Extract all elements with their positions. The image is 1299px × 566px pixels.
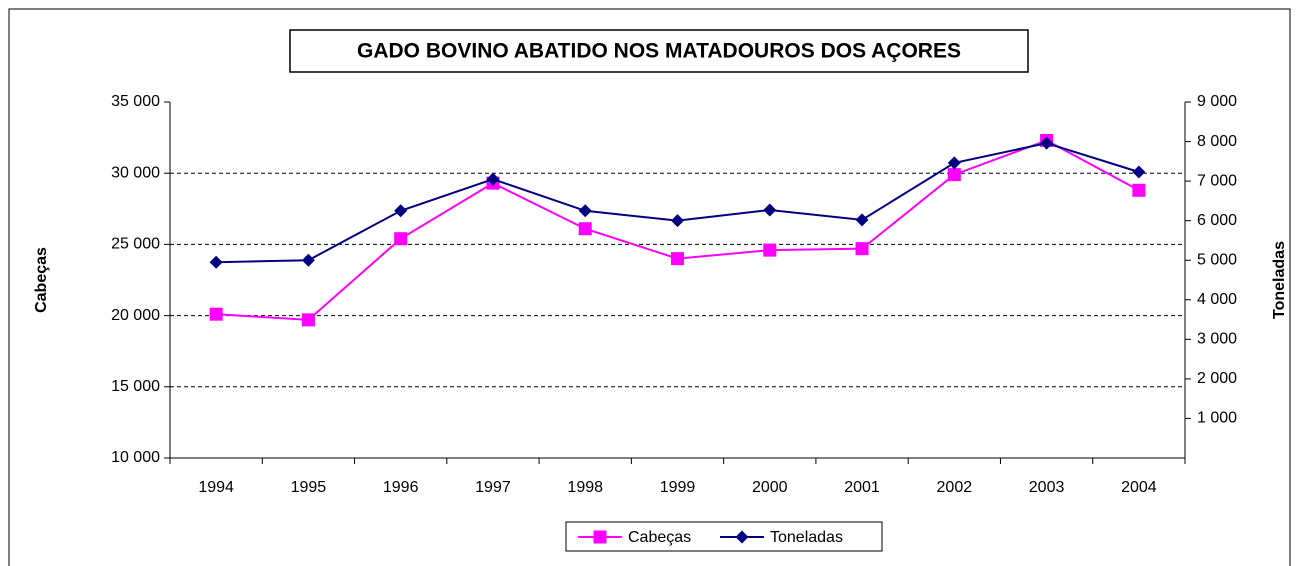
x-tick-label: 1996 bbox=[383, 479, 419, 496]
y2-tick-label: 9 000 bbox=[1197, 93, 1237, 110]
data-point bbox=[486, 172, 500, 186]
y-tick-label: 20 000 bbox=[111, 307, 160, 324]
data-point bbox=[578, 222, 592, 236]
y2-tick-label: 8 000 bbox=[1197, 133, 1237, 150]
x-tick-label: 1995 bbox=[291, 479, 327, 496]
data-point bbox=[947, 168, 961, 182]
data-point bbox=[855, 213, 869, 227]
data-point bbox=[394, 232, 408, 246]
y-tick-label: 30 000 bbox=[111, 164, 160, 181]
legend-marker bbox=[593, 530, 607, 544]
data-point bbox=[301, 253, 315, 267]
x-tick-label: 1999 bbox=[660, 479, 696, 496]
data-point bbox=[671, 252, 684, 266]
data-point bbox=[394, 204, 408, 218]
y-tick-label: 15 000 bbox=[111, 378, 160, 395]
legend-label: Cabeças bbox=[628, 529, 691, 546]
y2-tick-label: 7 000 bbox=[1197, 172, 1237, 189]
x-tick-label: 1994 bbox=[198, 479, 234, 496]
legend-marker bbox=[735, 530, 749, 544]
x-tick-label: 1998 bbox=[567, 479, 603, 496]
x-tick-label: 2000 bbox=[752, 479, 788, 496]
x-tick-label: 1997 bbox=[475, 479, 511, 496]
title-box bbox=[289, 29, 1029, 73]
data-point bbox=[947, 156, 961, 170]
legend-label: Toneladas bbox=[770, 529, 843, 546]
data-point bbox=[209, 255, 223, 269]
y2-tick-label: 6 000 bbox=[1197, 212, 1237, 229]
data-point bbox=[1132, 183, 1146, 197]
y2-tick-label: 5 000 bbox=[1197, 251, 1237, 268]
series-line bbox=[216, 139, 1140, 321]
data-point bbox=[671, 214, 684, 228]
data-point bbox=[1132, 165, 1146, 179]
chart-border bbox=[8, 8, 1291, 566]
x-tick-label: 2004 bbox=[1121, 479, 1157, 496]
data-point bbox=[301, 313, 315, 327]
x-tick-label: 2003 bbox=[1029, 479, 1065, 496]
data-point bbox=[763, 203, 777, 217]
y2-tick-label: 1 000 bbox=[1197, 410, 1237, 427]
data-point bbox=[855, 242, 869, 256]
data-point bbox=[1040, 136, 1054, 150]
y-tick-label: 35 000 bbox=[111, 93, 160, 110]
data-point bbox=[209, 307, 223, 321]
y2-axis-title: Toneladas bbox=[1271, 241, 1288, 319]
y-axis-title: Cabeças bbox=[33, 247, 50, 313]
x-tick-label: 2002 bbox=[937, 479, 973, 496]
chart-title: GADO BOVINO ABATIDO NOS MATADOUROS DOS A… bbox=[357, 40, 961, 63]
y2-tick-label: 2 000 bbox=[1197, 370, 1237, 387]
data-point bbox=[578, 204, 592, 218]
y2-tick-label: 3 000 bbox=[1197, 331, 1237, 348]
x-tick-label: 2001 bbox=[844, 479, 880, 496]
y-tick-label: 10 000 bbox=[111, 449, 160, 466]
y-tick-label: 25 000 bbox=[111, 236, 160, 253]
y2-tick-label: 4 000 bbox=[1197, 291, 1237, 308]
data-point bbox=[763, 243, 777, 257]
